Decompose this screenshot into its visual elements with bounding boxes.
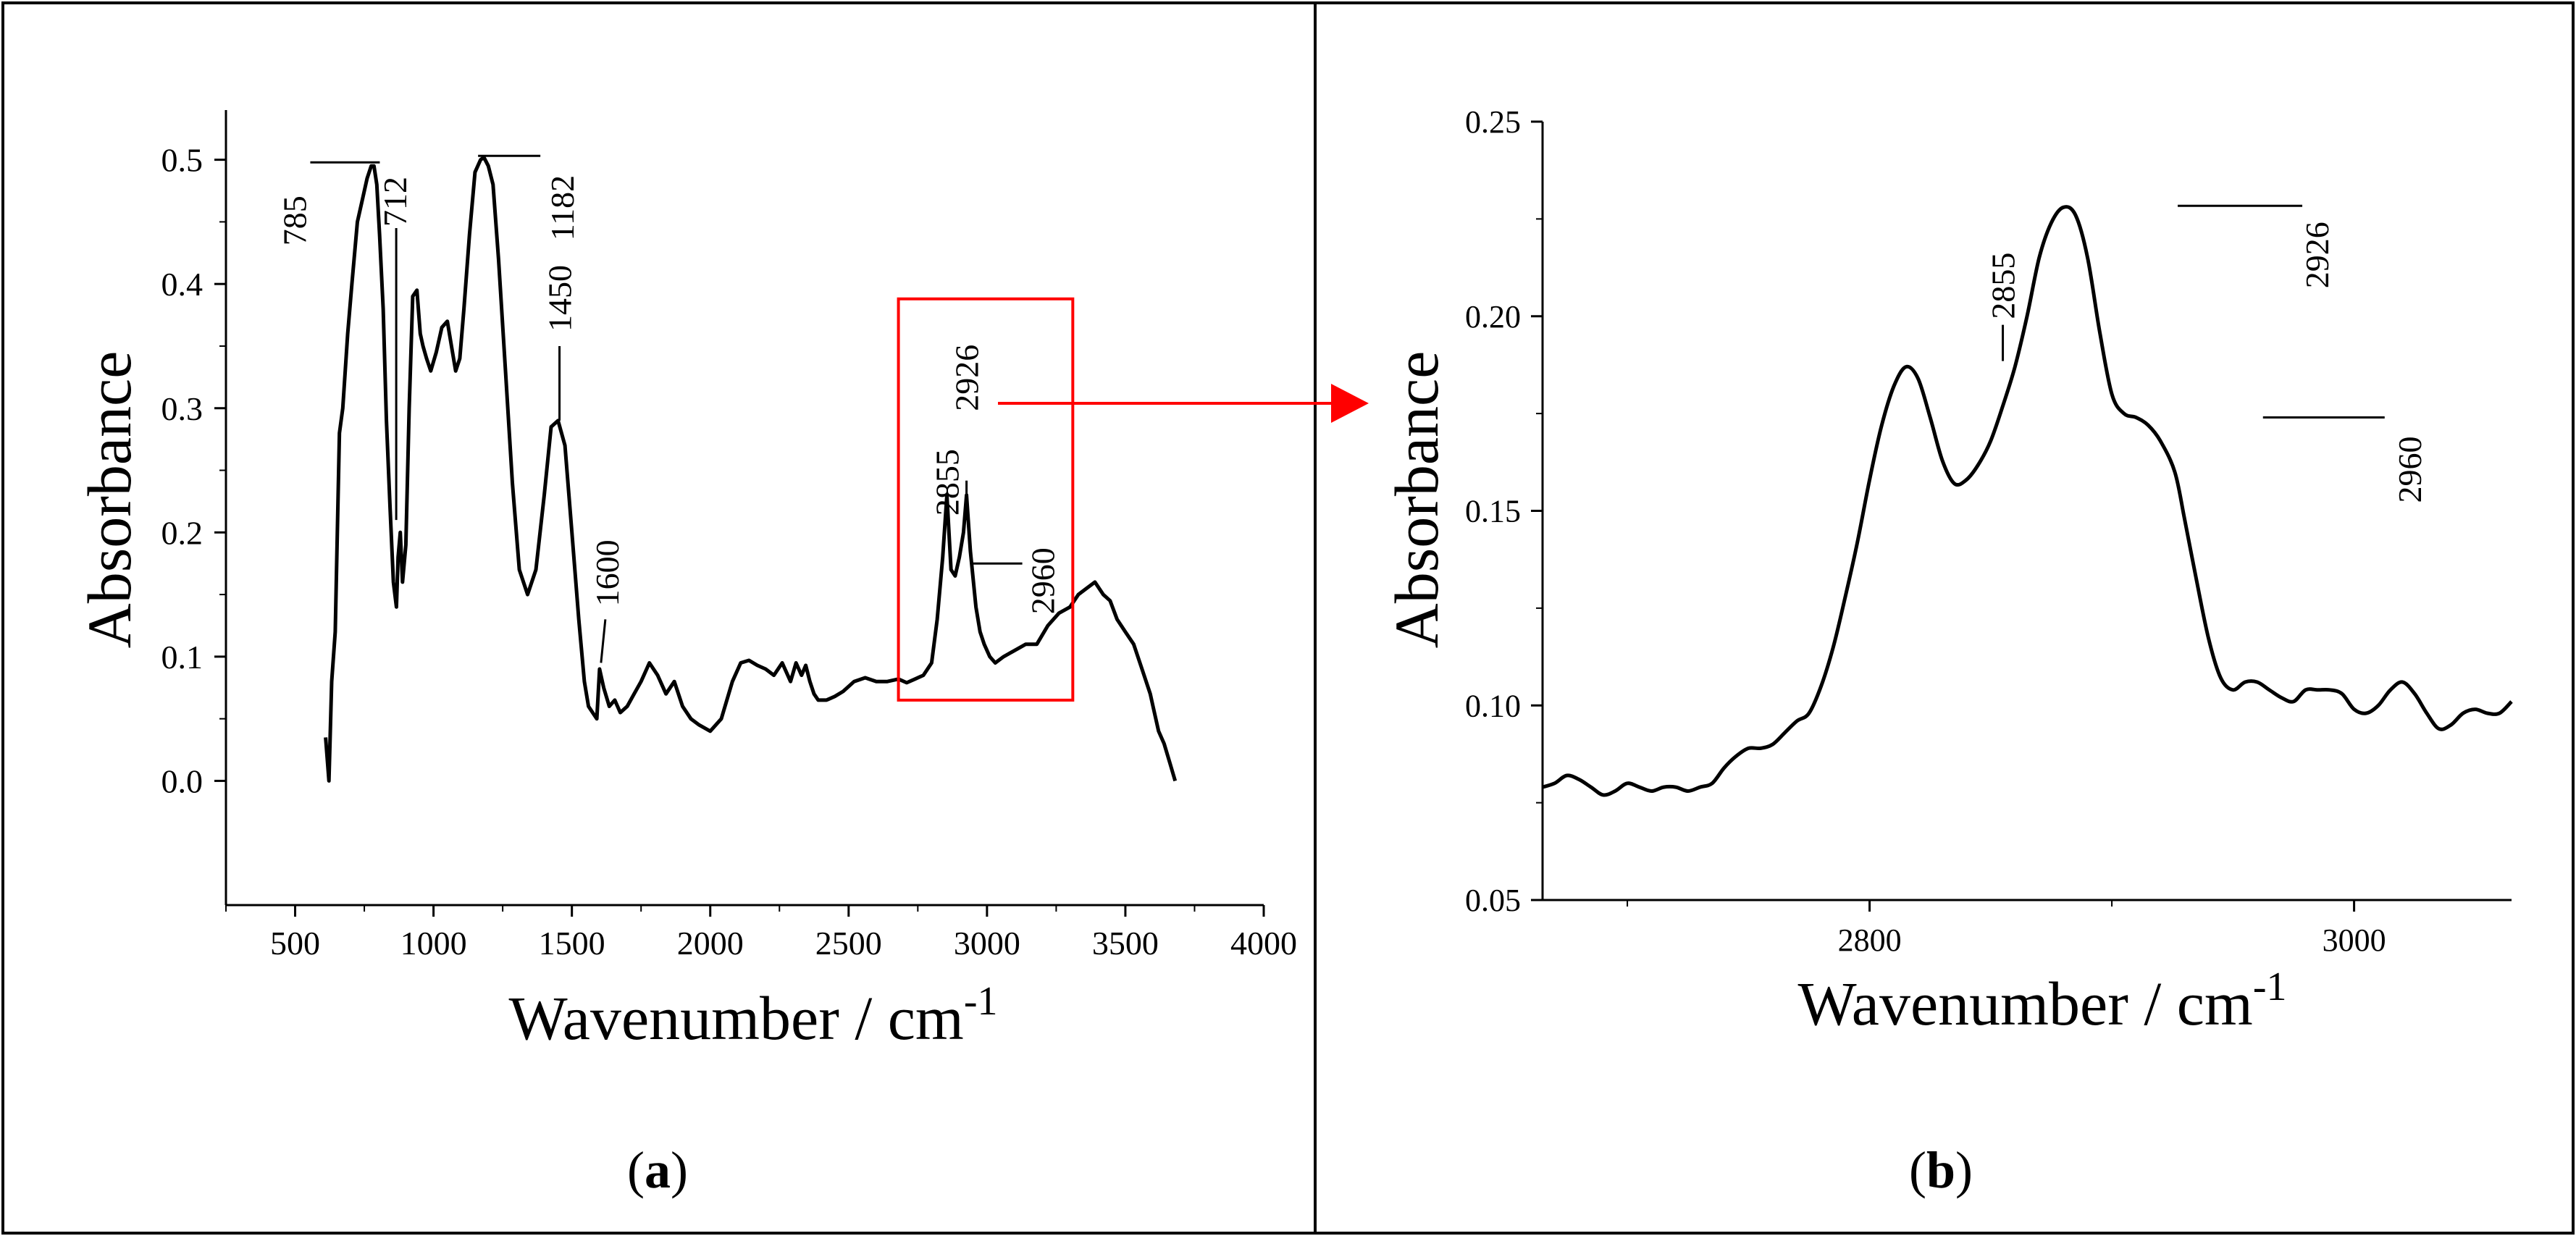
panel-b-x-ticks: 2800 3000 [1627,900,2386,958]
panel-a-x-axis-label-main: Wavenumber / cm [509,983,964,1053]
panel-b-peak-label: 2855 [1985,253,2022,319]
panel-b-x-tick-label: 3000 [2323,922,2386,958]
panel-a-peak-label: 2960 [1025,547,1062,614]
panel-a-caption: (a) [627,1141,688,1199]
panel-a-peak-label: 1600 [589,539,626,606]
panel-a-x-tick-label: 2500 [815,925,882,962]
panel-a-x-tick-label: 2000 [677,925,744,962]
panel-b-y-tick-label: 0.05 [1465,883,1521,918]
panel-b-spectrum-line [1542,205,2513,797]
panel-a-peak-label: 2926 [949,345,986,411]
panel-a-highlight-box [897,297,1075,702]
panel-a-y-tick-label: 0.0 [161,762,204,799]
panel-b-y-tick-label: 0.25 [1465,104,1521,140]
panel-b-y-ticks: 0.05 0.10 0.15 0.20 0.25 [1465,104,1543,918]
panel-a: 500 1000 1500 2000 2500 3000 3500 4000 0.00.10.… [75,110,1369,1199]
panel-a-x-tick-label: 4000 [1230,925,1297,962]
panel-a-peak-label: 712 [377,177,414,227]
panel-b-x-axis-label-main: Wavenumber / cm [1798,969,2253,1038]
panel-a-y-tick-label: 0.1 [161,639,204,676]
panel-a-peak-label: 1450 [542,265,579,332]
panel-b-annotations: 2855 2926 2960 [1985,204,2428,503]
panel-b-caption-letter: b [1926,1141,1955,1199]
panel-a-x-tick-label: 3500 [1092,925,1159,962]
panel-b: 2800 3000 0.05 0.10 0.15 0.20 0.25 2855 2926 29… [1382,104,2513,1199]
panel-a-x-ticks: 500 1000 1500 2000 2500 3000 3500 4000 [225,905,1297,962]
panel-b-peak-label: 2960 [2391,437,2428,503]
panel-a-y-ticks: 0.0 0.1 0.2 0.3 0.4 0.5 [161,142,226,799]
panel-b-caption: (b) [1909,1141,1973,1199]
panel-b-x-axis-label: Wavenumber / cm-1 [1798,964,2287,1038]
panel-a-y-tick-label: 0.3 [161,390,204,427]
panel-a-x-tick-label: 3000 [954,925,1020,962]
panel-a-caption-letter: a [645,1141,671,1199]
panel-a-x-axis-label: Wavenumber / cm-1 [509,979,998,1053]
panel-b-x-tick-label: 2800 [1838,922,1902,958]
panel-a-x-tick-label: 500 [270,925,320,962]
panel-a-peak-label: 1182 [544,175,581,240]
panel-a-y-tick-label: 0.5 [161,142,204,179]
panel-b-y-tick-label: 0.10 [1465,688,1521,723]
zoom-arrow-head [1331,384,1369,423]
panel-a-peak-label: 2855 [928,449,965,516]
panel-a-y-axis-label: Absorbance [75,351,144,649]
panel-a-peak-label: 785 [276,196,313,245]
panel-b-y-tick-label: 0.15 [1465,494,1521,529]
panel-a-y-tick-label: 0.4 [161,266,204,303]
panel-a-spectrum-line [324,155,1178,783]
panel-a-x-axis-label-sup: -1 [964,979,998,1024]
panel-b-peak-label: 2926 [2299,222,2336,288]
panel-a-y-tick-label: 0.2 [161,514,204,551]
panel-a-annotations: 785 712 1182 1450 1600 2855 2926 2960 [276,154,1062,663]
panel-a-peak-leader [600,619,607,663]
panel-a-x-tick-label: 1500 [539,925,605,962]
panel-a-x-tick-label: 1000 [400,925,467,962]
panel-b-x-axis-label-sup: -1 [2253,964,2287,1009]
panel-b-y-tick-label: 0.20 [1465,299,1521,335]
panel-b-y-axis-label: Absorbance [1382,351,1451,649]
